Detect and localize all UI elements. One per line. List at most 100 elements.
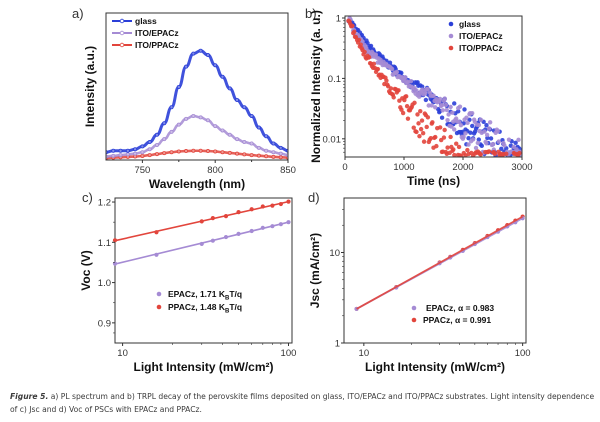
data-point <box>400 110 406 116</box>
data-point <box>461 134 466 140</box>
data-point <box>133 147 138 152</box>
y-tick-label: 0.9 <box>98 318 111 329</box>
data-point <box>140 144 145 149</box>
data-point <box>227 150 232 155</box>
data-point <box>418 126 424 132</box>
data-point <box>242 152 247 157</box>
x-tick-label: 100 <box>281 348 297 359</box>
data-point <box>384 78 389 83</box>
data-point <box>452 101 457 106</box>
data-point <box>440 108 445 113</box>
data-point <box>162 137 167 142</box>
panel-label: c) <box>82 190 93 205</box>
data-point <box>458 122 464 128</box>
data-point <box>473 145 479 151</box>
data-point <box>419 84 425 89</box>
legend-marker-epacz <box>156 291 162 297</box>
data-point <box>350 23 355 29</box>
data-point <box>476 122 482 128</box>
data-point <box>278 151 283 156</box>
panel-label: d) <box>308 190 320 205</box>
data-point <box>125 152 130 157</box>
data-point <box>394 69 399 75</box>
data-point <box>199 219 204 224</box>
data-point <box>256 125 261 130</box>
data-point <box>484 123 489 128</box>
legend-marker-ppacz <box>411 317 417 323</box>
data-point <box>434 143 439 149</box>
data-point <box>448 134 453 140</box>
y-tick-label: 1.2 <box>98 198 111 209</box>
panel-label: b) <box>305 6 317 21</box>
data-point <box>278 155 283 160</box>
data-point <box>249 207 254 212</box>
data-point <box>205 118 210 123</box>
data-point <box>184 64 189 69</box>
y-axis-title: Jsc (mA/cm²) <box>308 233 322 308</box>
legend-marker-epacz <box>119 30 125 36</box>
data-point <box>176 122 181 127</box>
data-point <box>418 108 423 114</box>
x-tick-label: 800 <box>207 165 223 176</box>
data-point <box>422 91 428 96</box>
data-point <box>415 80 420 85</box>
data-point <box>439 115 445 120</box>
data-point <box>437 125 443 130</box>
figure-caption: Figure 5. a) PL spectrum and b) TRPL dec… <box>10 391 595 416</box>
data-point <box>249 141 254 146</box>
data-point <box>444 107 449 113</box>
data-point <box>270 224 275 229</box>
x-axis-title: Time (ns) <box>407 174 460 188</box>
data-point <box>450 110 455 115</box>
data-point <box>111 148 116 153</box>
plot-frame <box>343 197 527 344</box>
data-point <box>423 97 429 103</box>
data-point <box>517 150 522 156</box>
data-point <box>162 151 167 156</box>
data-point <box>448 104 453 110</box>
data-point <box>191 51 196 56</box>
data-point <box>425 115 431 120</box>
x-tick-label: 10 <box>359 348 370 359</box>
legend-marker-ppacz <box>448 45 454 51</box>
data-point <box>210 216 215 221</box>
data-point <box>412 100 417 106</box>
data-point <box>484 132 490 138</box>
data-point <box>147 147 152 152</box>
data-point <box>125 148 130 153</box>
data-point <box>495 129 500 134</box>
x-tick-label: 3000 <box>511 162 532 173</box>
data-point <box>470 137 476 142</box>
data-point <box>429 103 434 108</box>
data-point <box>242 140 247 145</box>
data-point <box>458 153 464 157</box>
data-point <box>516 137 521 143</box>
chart-panel-d: d) 10 100 10 1 Light Intensity (mW/cm²) Jsc (m… <box>308 190 531 374</box>
data-point <box>408 79 414 84</box>
x-axis-title: Light Intensity (mW/cm²) <box>365 360 505 374</box>
data-point <box>417 133 422 139</box>
data-point <box>368 43 374 49</box>
data-point <box>487 120 493 125</box>
y-tick-label: 1 <box>335 339 340 350</box>
data-point <box>415 112 420 117</box>
data-point <box>176 84 181 89</box>
data-point <box>405 116 411 121</box>
data-point <box>452 127 457 132</box>
data-point <box>513 140 518 145</box>
data-point <box>465 147 470 153</box>
data-point <box>404 103 410 109</box>
data-point <box>430 120 435 125</box>
data-point <box>198 48 203 53</box>
x-axis-title: Light Intensity (mW/cm²) <box>134 360 274 374</box>
data-point <box>169 150 174 155</box>
data-point <box>425 86 430 92</box>
x-tick-label: 1000 <box>393 162 414 173</box>
legend-label-ppacz: PPACz, α = 0.991 <box>423 315 491 325</box>
y-tick-label: 0.01 <box>323 134 342 145</box>
chart-panel-b: b) 0 1000 2000 3000 1 0.1 0.01 Time (ns) Normaliz… <box>305 6 533 188</box>
data-point <box>445 117 450 123</box>
data-point <box>169 105 174 110</box>
data-point <box>465 120 470 126</box>
data-point <box>433 134 438 140</box>
